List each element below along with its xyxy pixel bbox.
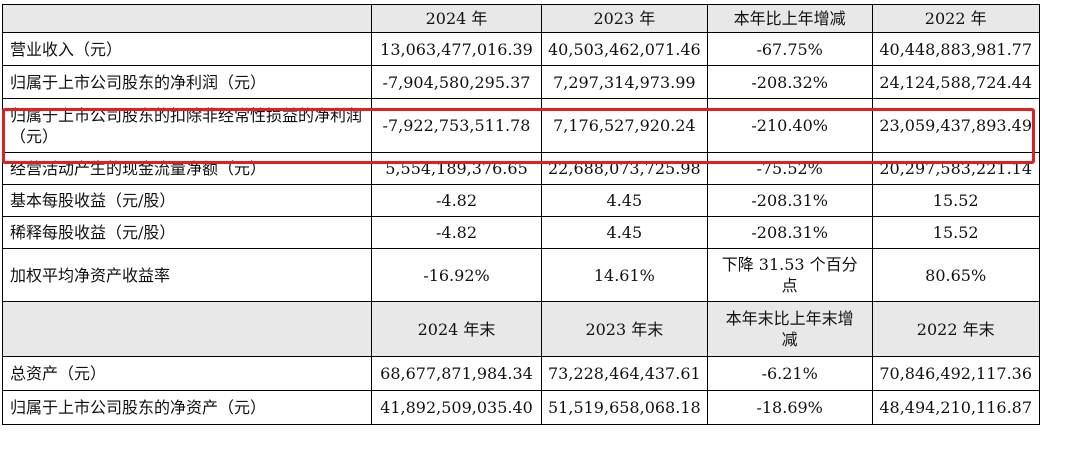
header-2022: 2022 年 <box>871 4 1040 33</box>
value-change: -67.75% <box>706 32 873 66</box>
table-row: 基本每股收益（元/股） -4.82 4.45 -208.31% 15.52 <box>2 184 1040 217</box>
value-2023: 7,297,314,973.99 <box>541 65 708 99</box>
value-change: -208.31% <box>706 184 873 217</box>
value-2024: -4.82 <box>371 216 542 249</box>
value-2023: 22,688,073,725.98 <box>541 152 708 185</box>
value-change: -18.69% <box>706 390 873 425</box>
value-2023: 73,228,464,437.61 <box>541 356 708 391</box>
table-row: 经营活动产生的现金流量净额（元） 5,554,189,376.65 22,688… <box>2 152 1040 185</box>
value-2023: 40,503,462,071.46 <box>541 32 708 66</box>
header-2023: 2023 年 <box>541 4 708 33</box>
value-2024: 41,892,509,035.40 <box>371 390 542 425</box>
value-2024: -7,922,753,511.78 <box>371 98 542 153</box>
row-label: 经营活动产生的现金流量净额（元） <box>2 152 372 185</box>
value-2023: 4.45 <box>541 184 708 217</box>
value-2024: 13,063,477,016.39 <box>371 32 542 66</box>
row-label: 归属于上市公司股东的扣除非经常性损益的净利润（元） <box>2 98 372 153</box>
value-change: 下降 31.53 个百分点 <box>706 248 873 302</box>
value-2023: 4.45 <box>541 216 708 249</box>
header-2023-end: 2023 年末 <box>541 301 708 357</box>
value-2024: -4.82 <box>371 184 542 217</box>
value-change: -75.52% <box>706 152 873 185</box>
value-2024: 68,677,871,984.34 <box>371 356 542 391</box>
value-2022: 48,494,210,116.87 <box>871 390 1040 425</box>
value-2023: 7,176,527,920.24 <box>541 98 708 153</box>
value-2024: 5,554,189,376.65 <box>371 152 542 185</box>
row-label: 基本每股收益（元/股） <box>2 184 372 217</box>
table-row: 归属于上市公司股东的净资产（元） 41,892,509,035.40 51,51… <box>2 390 1040 425</box>
financial-summary-table: 2024 年 2023 年 本年比上年增减 2022 年 营业收入（元） 13,… <box>2 4 1040 425</box>
header-label-cell <box>2 4 372 33</box>
header-2022-end: 2022 年末 <box>871 301 1040 357</box>
value-2022: 80.65% <box>871 248 1040 302</box>
header-change-end: 本年末比上年末增减 <box>706 301 873 357</box>
value-change: -6.21% <box>706 356 873 391</box>
value-2024: -16.92% <box>371 248 542 302</box>
value-2022: 40,448,883,981.77 <box>871 32 1040 66</box>
value-2022: 15.52 <box>871 184 1040 217</box>
table-header-row: 2024 年 2023 年 本年比上年增减 2022 年 <box>2 4 1040 33</box>
row-label: 营业收入（元） <box>2 32 372 66</box>
table-row: 总资产（元） 68,677,871,984.34 73,228,464,437.… <box>2 356 1040 391</box>
table-row: 稀释每股收益（元/股） -4.82 4.45 -208.31% 15.52 <box>2 216 1040 249</box>
value-2022: 20,297,583,221.14 <box>871 152 1040 185</box>
table-row: 归属于上市公司股东的净利润（元） -7,904,580,295.37 7,297… <box>2 65 1040 99</box>
table-header-row-2: 2024 年末 2023 年末 本年末比上年末增减 2022 年末 <box>2 301 1040 357</box>
value-change: -208.31% <box>706 216 873 249</box>
value-change: -210.40% <box>706 98 873 153</box>
header-label-cell <box>2 301 372 357</box>
header-2024: 2024 年 <box>371 4 542 33</box>
row-label: 归属于上市公司股东的净利润（元） <box>2 65 372 99</box>
table-row-highlighted: 归属于上市公司股东的扣除非经常性损益的净利润（元） -7,922,753,511… <box>2 98 1040 153</box>
row-label: 归属于上市公司股东的净资产（元） <box>2 390 372 425</box>
value-2024: -7,904,580,295.37 <box>371 65 542 99</box>
row-label: 稀释每股收益（元/股） <box>2 216 372 249</box>
row-label: 总资产（元） <box>2 356 372 391</box>
table-row: 营业收入（元） 13,063,477,016.39 40,503,462,071… <box>2 32 1040 66</box>
value-2022: 24,124,588,724.44 <box>871 65 1040 99</box>
row-label: 加权平均净资产收益率 <box>2 248 372 302</box>
table-row: 加权平均净资产收益率 -16.92% 14.61% 下降 31.53 个百分点 … <box>2 248 1040 302</box>
header-change: 本年比上年增减 <box>706 4 873 33</box>
value-change: -208.32% <box>706 65 873 99</box>
value-2022: 15.52 <box>871 216 1040 249</box>
value-2022: 70,846,492,117.36 <box>871 356 1040 391</box>
value-2023: 14.61% <box>541 248 708 302</box>
value-2023: 51,519,658,068.18 <box>541 390 708 425</box>
value-2022: 23,059,437,893.49 <box>871 98 1040 153</box>
header-2024-end: 2024 年末 <box>371 301 542 357</box>
